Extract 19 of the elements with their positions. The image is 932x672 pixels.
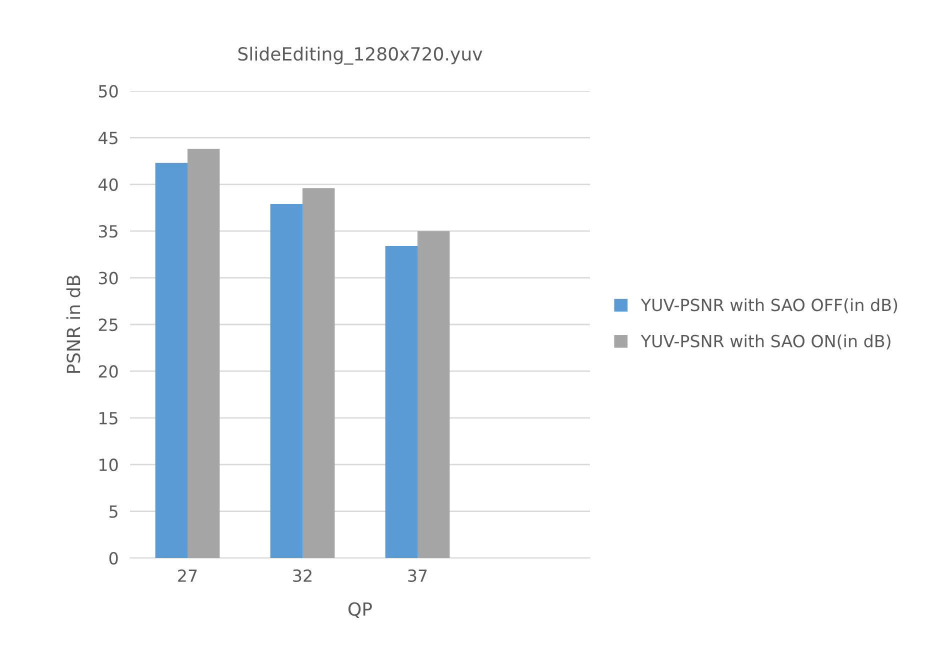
y-tick-label: 5: [110, 505, 118, 518]
legend-label: YUV-PSNR with SAO ON(in dB): [640, 334, 890, 350]
y-tick-label: 40: [98, 178, 118, 191]
y-tick-label: 0: [109, 552, 118, 565]
x-tick-label: 37: [408, 569, 427, 582]
y-tick-label: 10: [100, 458, 118, 472]
x-tick-label: 27: [178, 569, 197, 582]
chart-title: SlideEditing_1280x720.yuv: [238, 46, 482, 65]
x-tick-label: 32: [293, 569, 312, 582]
y-tick-label: 50: [98, 84, 118, 98]
y-axis-title: PSNR in dB: [66, 276, 80, 373]
y-tick-label: 20: [98, 365, 118, 378]
y-tick-label: 35: [98, 225, 118, 238]
legend-label: YUV-PSNR with SAO OFF(in dB): [640, 298, 898, 314]
y-tick-label: 15: [100, 412, 118, 424]
y-tick-label: 30: [98, 272, 118, 284]
y-tick-label: 25: [98, 318, 118, 332]
y-tick-label: 45: [98, 132, 118, 144]
x-axis-title: QP: [348, 602, 372, 618]
